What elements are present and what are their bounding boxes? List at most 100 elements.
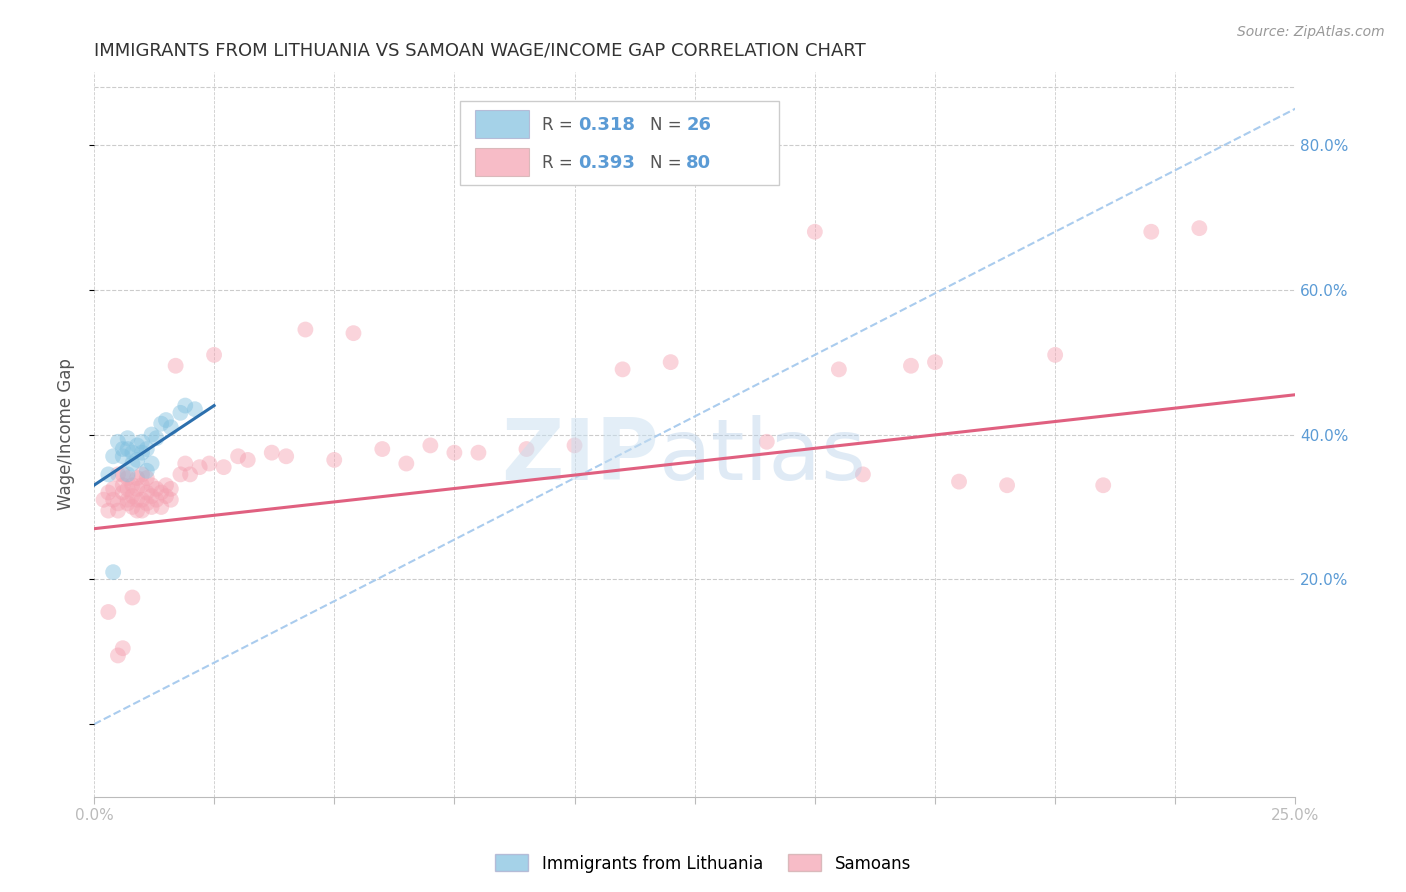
Point xyxy=(900,359,922,373)
Point xyxy=(828,362,851,376)
Point xyxy=(117,467,139,482)
Point xyxy=(174,457,197,471)
Point xyxy=(107,467,129,482)
Point xyxy=(260,445,283,459)
Point xyxy=(323,453,346,467)
Point xyxy=(276,450,298,464)
Point xyxy=(150,500,173,514)
Point xyxy=(93,492,115,507)
Point xyxy=(131,434,153,449)
Point xyxy=(174,399,197,413)
Point xyxy=(107,648,129,663)
Point xyxy=(236,453,259,467)
Text: Source: ZipAtlas.com: Source: ZipAtlas.com xyxy=(1237,25,1385,39)
Point xyxy=(127,482,149,496)
Point xyxy=(159,492,181,507)
Point xyxy=(165,359,187,373)
Point xyxy=(135,464,157,478)
Text: atlas: atlas xyxy=(658,415,866,498)
Text: R =: R = xyxy=(543,116,578,134)
Point xyxy=(150,417,173,431)
Point xyxy=(145,482,167,496)
Point xyxy=(131,492,153,507)
Point xyxy=(1092,478,1115,492)
Point xyxy=(135,496,157,510)
Point xyxy=(145,431,167,445)
Point xyxy=(755,434,778,449)
Text: 0.393: 0.393 xyxy=(578,154,636,172)
Point xyxy=(159,420,181,434)
Point xyxy=(179,467,201,482)
Point xyxy=(141,500,163,514)
Point xyxy=(212,460,235,475)
Point xyxy=(101,450,124,464)
Y-axis label: Wage/Income Gap: Wage/Income Gap xyxy=(58,359,75,510)
Point xyxy=(294,322,316,336)
Point xyxy=(467,445,489,459)
Point xyxy=(342,326,364,340)
Point xyxy=(395,457,418,471)
Point xyxy=(141,457,163,471)
Point xyxy=(127,471,149,485)
Point xyxy=(135,471,157,485)
Point xyxy=(1140,225,1163,239)
Point xyxy=(101,492,124,507)
Point xyxy=(995,478,1018,492)
Point xyxy=(121,457,143,471)
Point xyxy=(121,591,143,605)
Point xyxy=(198,457,221,471)
Text: 26: 26 xyxy=(686,116,711,134)
Point xyxy=(155,478,177,492)
Point xyxy=(141,489,163,503)
Point xyxy=(948,475,970,489)
Point xyxy=(131,445,153,459)
Point xyxy=(515,442,537,456)
Point xyxy=(111,641,134,656)
Text: ZIP: ZIP xyxy=(501,415,658,498)
Point xyxy=(107,434,129,449)
Point xyxy=(659,355,682,369)
Point xyxy=(371,442,394,456)
Point xyxy=(101,565,124,579)
Point xyxy=(101,482,124,496)
Point xyxy=(141,427,163,442)
Point xyxy=(131,503,153,517)
Point xyxy=(111,478,134,492)
Point xyxy=(107,503,129,517)
Point xyxy=(117,442,139,456)
Point xyxy=(127,503,149,517)
Point xyxy=(121,445,143,459)
Point xyxy=(135,442,157,456)
Point xyxy=(443,445,465,459)
Point xyxy=(111,467,134,482)
Text: N =: N = xyxy=(650,116,688,134)
Point xyxy=(121,489,143,503)
Point xyxy=(924,355,946,369)
Point xyxy=(169,467,191,482)
Point xyxy=(419,438,441,452)
Point xyxy=(121,478,143,492)
Point xyxy=(127,492,149,507)
Point xyxy=(97,485,120,500)
Point xyxy=(111,450,134,464)
Point xyxy=(121,500,143,514)
FancyBboxPatch shape xyxy=(475,110,529,137)
Text: 0.318: 0.318 xyxy=(578,116,636,134)
Point xyxy=(111,442,134,456)
Text: R =: R = xyxy=(543,154,578,172)
Point xyxy=(145,492,167,507)
Point xyxy=(127,438,149,452)
Point xyxy=(202,348,225,362)
Point xyxy=(97,467,120,482)
Point xyxy=(1043,348,1066,362)
Point xyxy=(804,225,827,239)
Point xyxy=(131,467,153,482)
Point xyxy=(159,482,181,496)
Point xyxy=(135,485,157,500)
Point xyxy=(117,496,139,510)
Point xyxy=(150,485,173,500)
Point xyxy=(226,450,249,464)
Point xyxy=(131,478,153,492)
Point xyxy=(1188,221,1211,235)
Point xyxy=(564,438,586,452)
